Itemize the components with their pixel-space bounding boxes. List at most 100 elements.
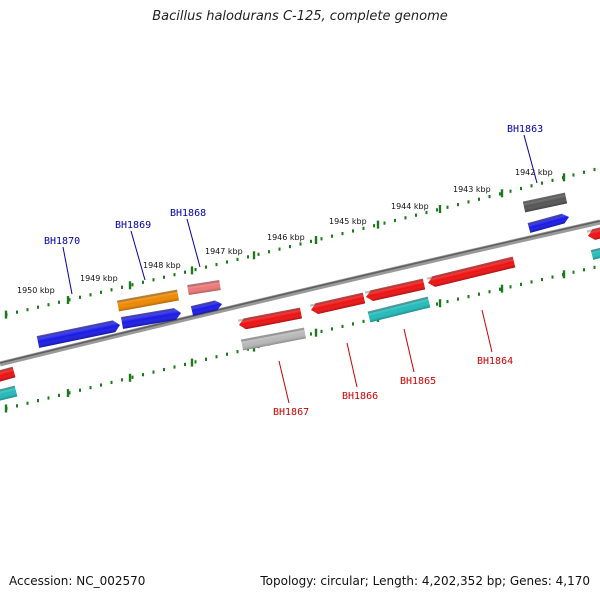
bottom-tick-minor xyxy=(68,391,71,395)
top-tick-major xyxy=(500,189,504,198)
kbp-label: 1944 kbp xyxy=(391,202,429,211)
bottom-tick-minor xyxy=(226,352,228,356)
top-tick-major xyxy=(252,251,256,260)
top-tick-minor xyxy=(530,184,533,188)
top-tick-minor xyxy=(436,208,438,212)
top-tick-minor xyxy=(331,234,333,238)
bottom-tick-minor xyxy=(110,380,113,385)
bottom-tick-minor xyxy=(331,327,333,331)
bottom-tick-minor xyxy=(530,280,533,284)
top-tick-minor xyxy=(278,247,281,251)
top-tick-minor xyxy=(142,280,144,284)
gene-feature-cyan xyxy=(367,296,431,323)
gene-feature-grey-dark xyxy=(522,192,568,213)
top-tick-minor xyxy=(26,308,29,312)
top-tick-major xyxy=(438,205,442,214)
top-tick-minor xyxy=(205,265,207,269)
bottom-tick-minor xyxy=(310,332,312,336)
gene-feature-orange xyxy=(117,289,179,312)
top-tick-minor xyxy=(352,229,354,233)
gene-feature-red-edge xyxy=(0,366,16,383)
top-tick-minor xyxy=(541,181,543,185)
leader-line-BH1870 xyxy=(62,246,73,295)
bottom-tick-minor xyxy=(131,375,134,379)
top-tick-minor xyxy=(68,298,71,302)
top-tick-minor xyxy=(446,205,449,209)
bottom-tick-minor xyxy=(184,362,186,367)
gene-feature-BH1867 xyxy=(237,307,303,330)
bottom-tick-minor xyxy=(194,360,197,364)
top-tick-minor xyxy=(583,170,585,174)
bottom-tick-minor xyxy=(499,287,501,291)
top-tick-major xyxy=(190,266,194,275)
gene-feature-cyan-edge-right xyxy=(590,247,600,260)
top-tick-minor xyxy=(131,283,134,287)
kbp-label: 1945 kbp xyxy=(329,217,367,226)
bottom-tick-minor xyxy=(541,277,543,282)
kbp-label: 1948 kbp xyxy=(143,261,181,270)
gene-label-BH1870: BH1870 xyxy=(44,236,80,247)
gene-feature-BH1868 xyxy=(190,300,222,316)
bottom-tick-minor xyxy=(436,302,438,306)
gene-leader-lines xyxy=(62,134,538,404)
bottom-tick-minor xyxy=(163,367,165,372)
top-tick-minor xyxy=(488,194,491,199)
top-tick-minor xyxy=(478,197,480,201)
gene-feature-BH1870 xyxy=(36,320,121,348)
top-tick-minor xyxy=(289,244,291,249)
gene-feature-BH1863 xyxy=(527,213,569,233)
top-tick-minor xyxy=(173,273,176,277)
top-tick-minor xyxy=(16,310,18,314)
gene-feature-BH1869 xyxy=(120,308,182,329)
leader-line-BH1866 xyxy=(346,342,358,388)
top-tick-minor xyxy=(236,257,239,262)
bottom-tick-minor xyxy=(352,322,354,326)
kbp-label: 1950 kbp xyxy=(17,286,55,295)
bottom-tick-minor xyxy=(100,383,102,387)
top-tick-minor xyxy=(152,278,155,282)
top-tick-minor xyxy=(37,305,39,309)
bottom-tick-major xyxy=(66,389,70,398)
gene-label-BH1863: BH1863 xyxy=(507,124,543,135)
top-tick-major xyxy=(4,310,8,319)
bottom-tick-minor xyxy=(509,285,512,289)
top-tick-major xyxy=(562,173,566,182)
top-tick-minor xyxy=(415,213,417,217)
top-tick-minor xyxy=(58,300,60,304)
bottom-tick-minor xyxy=(79,388,81,392)
gene-feature-red-edge-right xyxy=(586,226,600,240)
bottom-tick-minor xyxy=(152,370,155,374)
top-tick-minor xyxy=(226,260,228,264)
top-tick-minor xyxy=(163,275,165,279)
bottom-tick-major xyxy=(128,373,132,382)
top-tick-major xyxy=(128,281,132,290)
top-tick-minor xyxy=(121,285,123,289)
top-tick-minor xyxy=(341,231,344,236)
top-tick-minor xyxy=(215,262,218,267)
top-tick-track xyxy=(4,167,596,319)
top-tick-major xyxy=(66,296,70,305)
map-title: Bacillus halodurans C-125, complete geno… xyxy=(152,9,448,24)
genome-backbone xyxy=(0,219,600,367)
bottom-tick-minor xyxy=(37,399,39,403)
bottom-tick-minor xyxy=(89,386,92,390)
leader-line-BH1865 xyxy=(403,328,415,373)
top-tick-minor xyxy=(404,216,407,220)
leader-line-BH1863 xyxy=(523,134,538,184)
top-tick-major xyxy=(376,220,380,229)
top-tick-minor xyxy=(47,303,50,307)
kbp-label: 1949 kbp xyxy=(80,274,118,283)
gene-feature-salmon xyxy=(187,280,221,295)
top-tick-minor xyxy=(362,226,365,230)
top-tick-minor xyxy=(457,202,459,207)
top-tick-minor xyxy=(268,250,270,254)
gene-labels: BH1870 BH1869 BH1868 BH1867 BH1866 BH1865 BH18… xyxy=(44,124,543,418)
gene-label-BH1868: BH1868 xyxy=(170,208,206,219)
bottom-tick-minor xyxy=(142,373,144,377)
bottom-tick-minor xyxy=(520,282,522,286)
top-tick-minor xyxy=(467,200,470,204)
kbp-label: 1946 kbp xyxy=(267,233,305,242)
bottom-tick-track xyxy=(4,265,596,413)
kbp-label: 1943 kbp xyxy=(453,185,491,194)
